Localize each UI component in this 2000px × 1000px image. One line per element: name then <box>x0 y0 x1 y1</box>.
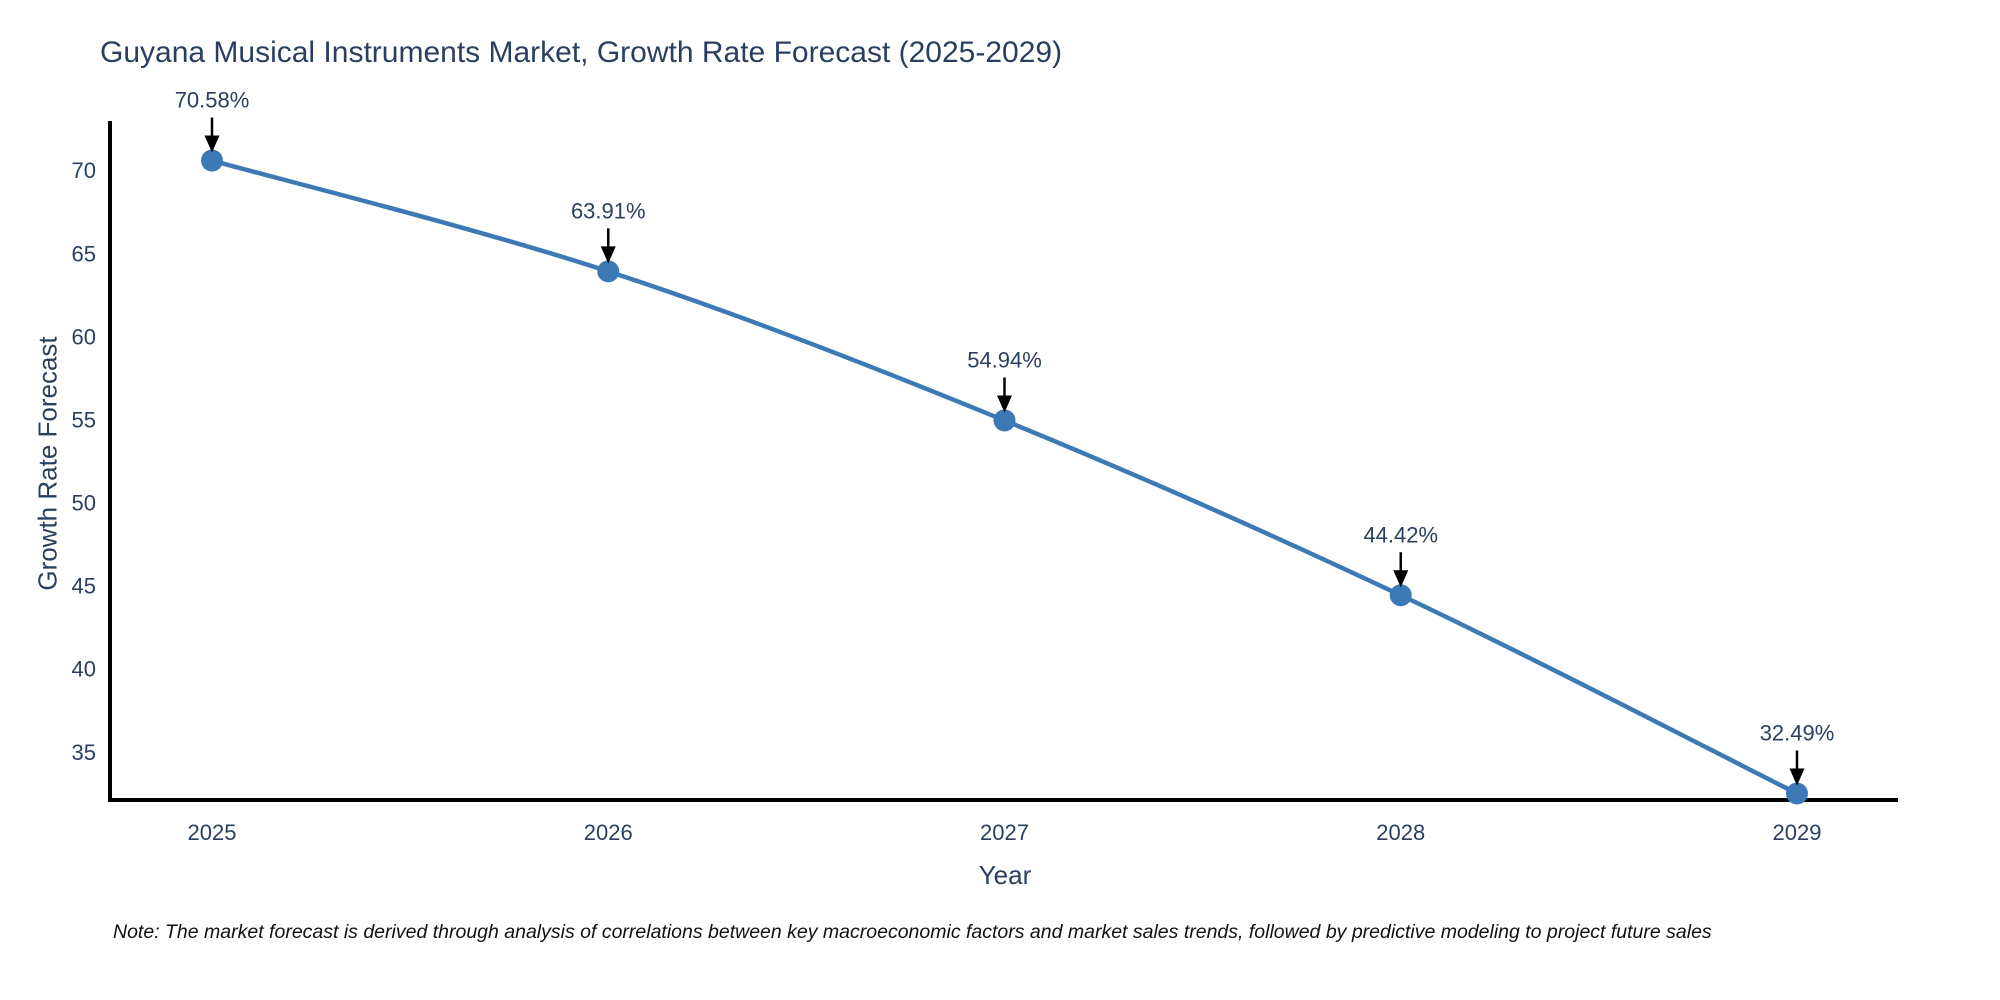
point-value-label: 32.49% <box>1760 721 1835 746</box>
x-axis-title: Year <box>978 860 1032 890</box>
data-point-marker-2029[interactable] <box>1786 782 1808 805</box>
y-tick-label: 40 <box>72 657 96 682</box>
annotation-arrow-head <box>600 246 616 264</box>
x-tick-label: 2025 <box>188 820 237 845</box>
point-value-label: 70.58% <box>175 88 250 113</box>
data-point-marker-2028[interactable] <box>1389 584 1412 607</box>
annotation-arrow-head <box>1393 570 1409 588</box>
y-tick-label: 65 <box>72 241 96 266</box>
y-axis-title: Growth Rate Forecast <box>32 336 63 591</box>
annotation-arrow-head <box>1789 768 1805 786</box>
y-tick-label: 60 <box>72 324 96 349</box>
y-tick-label: 70 <box>72 158 96 183</box>
data-point-marker-2026[interactable] <box>597 260 620 283</box>
forecast-line <box>209 158 1800 796</box>
y-tick-label: 50 <box>72 491 96 516</box>
y-tick-label: 35 <box>72 740 96 765</box>
chart-title: Guyana Musical Instruments Market, Growt… <box>100 36 1063 69</box>
annotation-arrow-head <box>204 135 220 153</box>
data-point-marker-2025[interactable] <box>201 149 223 172</box>
x-tick-label: 2028 <box>1376 820 1425 845</box>
point-value-label: 44.42% <box>1363 522 1438 547</box>
annotation-arrow-head <box>997 395 1012 413</box>
y-tick-label: 45 <box>72 574 96 599</box>
x-tick-label: 2026 <box>584 820 633 845</box>
x-tick-label: 2027 <box>980 820 1029 845</box>
y-tick-label: 55 <box>72 407 96 432</box>
data-point-marker-2027[interactable] <box>993 409 1016 432</box>
point-value-label: 54.94% <box>967 347 1042 372</box>
point-value-label: 63.91% <box>571 198 646 223</box>
x-tick-label: 2029 <box>1773 820 1822 845</box>
footnote: Note: The market forecast is derived thr… <box>113 921 1712 943</box>
